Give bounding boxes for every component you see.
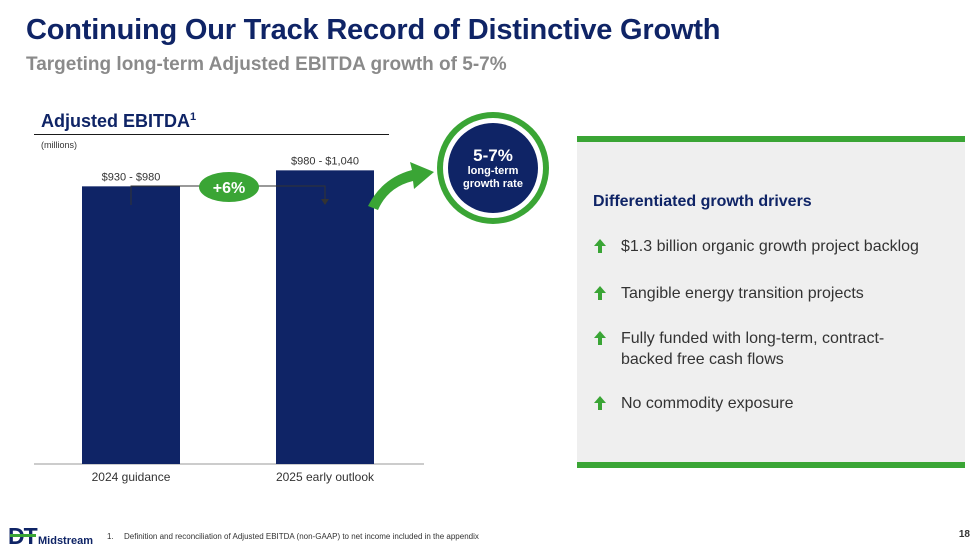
- circle-core: 5-7% long-term growth rate: [448, 123, 538, 213]
- up-arrow-icon: [593, 393, 621, 411]
- category-label-0: 2024 guidance: [92, 470, 171, 484]
- driver-item: Fully funded with long-term, contract-ba…: [593, 328, 953, 370]
- page-subtitle: Targeting long-term Adjusted EBITDA grow…: [26, 54, 507, 75]
- footnote-number: 1.: [107, 532, 114, 541]
- dt-midstream-logo: DT Midstream: [8, 524, 98, 550]
- up-arrow-icon: [593, 328, 621, 346]
- logo-accent-bar: [10, 534, 36, 537]
- chart-title-rule: [34, 134, 389, 135]
- growth-badge: +6%: [199, 172, 259, 202]
- growth-rate-line1: long-term: [467, 164, 519, 177]
- driver-text-line2: backed free cash flows: [621, 351, 784, 368]
- up-arrow-icon: [593, 236, 621, 254]
- driver-text: Tangible energy transition projects: [621, 285, 864, 302]
- curved-arrow-icon: [368, 162, 434, 210]
- driver-text: No commodity exposure: [621, 395, 794, 412]
- footnote: 1. Definition and reconciliation of Adjus…: [107, 532, 479, 541]
- bar-data-label-0: $930 - $980: [102, 171, 161, 183]
- panel-bottom-bar: [577, 462, 965, 468]
- panel-heading: Differentiated growth drivers: [593, 193, 812, 210]
- growth-rate-line2: growth rate: [463, 177, 523, 190]
- footnote-text: Definition and reconciliation of Adjuste…: [124, 532, 479, 541]
- logo-midstream: Midstream: [38, 535, 94, 547]
- driver-text-line1: Fully funded with long-term, contract-: [621, 330, 885, 347]
- category-label-1: 2025 early outlook: [276, 470, 375, 484]
- growth-badge-label: +6%: [213, 180, 245, 197]
- chart-title-text: Adjusted EBITDA: [41, 111, 191, 131]
- driver-text: Fully funded with long-term, contract-ba…: [621, 328, 884, 370]
- bar-0: [82, 186, 180, 464]
- page-title: Continuing Our Track Record of Distincti…: [26, 14, 721, 46]
- chart-title-footnote-ref: 1: [190, 111, 197, 123]
- chart-units: (millions): [41, 140, 77, 150]
- growth-bracket-arrowhead: [321, 199, 329, 205]
- bar-1: [276, 170, 374, 464]
- growth-rate-value: 5-7%: [473, 145, 513, 165]
- growth-badge-pill: [199, 172, 259, 202]
- growth-drivers-panel: Differentiated growth drivers $1.3 billi…: [577, 136, 965, 468]
- driver-text: $1.3 billion organic growth project back…: [621, 238, 919, 255]
- driver-item: Tangible energy transition projects: [593, 283, 953, 304]
- up-arrow-icon: [593, 283, 621, 301]
- driver-item: $1.3 billion organic growth project back…: [593, 236, 953, 257]
- page-number: 18: [958, 529, 970, 540]
- chart-title: Adjusted EBITDA1: [41, 111, 196, 132]
- driver-item: No commodity exposure: [593, 393, 953, 414]
- bar-data-label-1: $980 - $1,040: [291, 155, 359, 167]
- panel-top-bar: [577, 136, 965, 142]
- growth-rate-circle: 5-7% long-term growth rate: [437, 112, 549, 224]
